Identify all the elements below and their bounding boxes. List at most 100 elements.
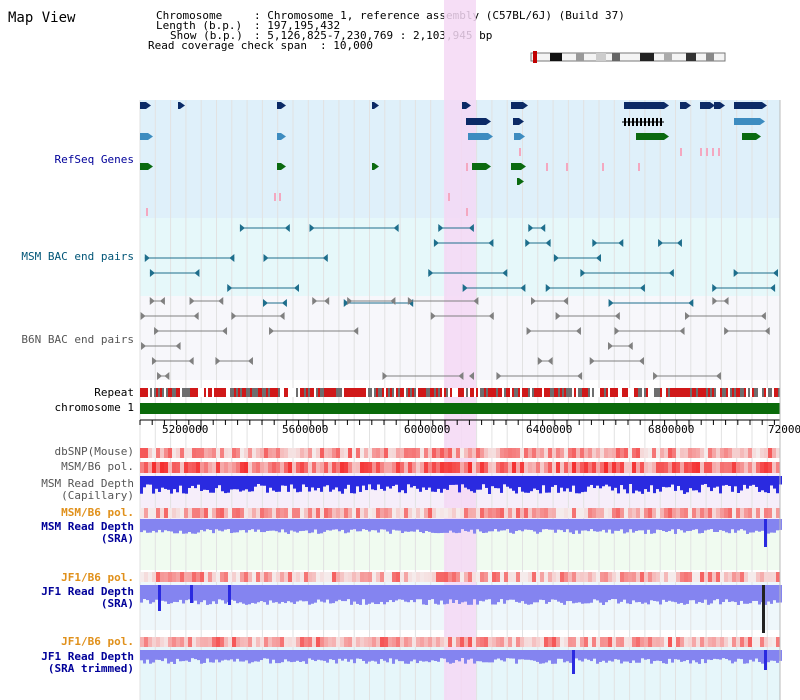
read-depth-bar (608, 650, 611, 661)
polymorphism-cell (416, 448, 420, 458)
polymorphism-cell (456, 508, 460, 518)
polymorphism-cell (408, 637, 412, 647)
repeat-segment (492, 388, 494, 397)
read-depth-bar (536, 585, 539, 603)
polymorphism-cell (404, 572, 408, 582)
read-depth-bar (197, 650, 200, 661)
read-depth-bar (374, 519, 377, 531)
repeat-segment (168, 388, 170, 397)
polymorphism-cell (484, 508, 488, 518)
bac-end (618, 239, 624, 247)
polymorphism-cell (628, 508, 632, 518)
read-depth-bar (404, 476, 407, 494)
read-depth-bar (617, 476, 620, 494)
polymorphism-cell (668, 462, 672, 473)
read-depth-bar (455, 519, 458, 534)
read-depth-bar (164, 476, 167, 489)
read-depth-bar (542, 476, 545, 486)
read-depth-bar (278, 650, 281, 664)
repeat-segment (532, 388, 534, 397)
polymorphism-cell (612, 448, 616, 458)
polymorphism-cell (212, 462, 216, 473)
polymorphism-cell (388, 508, 392, 518)
polymorphism-cell (408, 572, 412, 582)
read-depth-bar (176, 519, 179, 534)
repeat-segment (642, 388, 644, 397)
gene-feature (734, 102, 762, 109)
read-depth-bar (590, 650, 593, 662)
polymorphism-cell (268, 448, 272, 458)
polymorphism-cell (248, 462, 252, 473)
polymorphism-cell (532, 448, 536, 458)
selected-region-highlight (444, 0, 476, 700)
read-depth-bar (695, 650, 698, 663)
read-depth-bar (179, 585, 182, 600)
read-depth-bar (296, 585, 299, 602)
read-depth-bar (527, 650, 530, 660)
read-depth-bar (215, 519, 218, 530)
bac-end (614, 327, 620, 335)
polymorphism-cell (612, 572, 616, 582)
read-depth-bar (452, 476, 455, 485)
repeat-segment (428, 388, 430, 397)
track-label-msm-b6-pol-1: MSM/B6 pol. (61, 460, 134, 473)
bac-end (293, 284, 299, 292)
polymorphism-cell (172, 508, 176, 518)
read-depth-bar (683, 650, 686, 662)
read-depth-bar (275, 585, 278, 603)
read-depth-bar (626, 519, 629, 533)
polymorphism-cell (744, 508, 748, 518)
repeat-segment (184, 388, 186, 397)
read-depth-bar (647, 650, 650, 660)
read-depth-bar (608, 519, 611, 530)
region-info: Chromosome : Chromosome 1, reference ass… (148, 10, 625, 109)
read-depth-bar (338, 650, 341, 659)
polymorphism-cell (368, 637, 372, 647)
track-label-refseq[interactable]: RefSeq Genes (54, 153, 134, 166)
polymorphism-cell (268, 508, 272, 518)
read-depth-bar (623, 519, 626, 534)
read-depth-bar (176, 585, 179, 603)
read-depth-bar (440, 585, 443, 601)
polymorphism-cell (756, 462, 760, 473)
read-depth-bar (659, 650, 662, 662)
track-label-msm-bac[interactable]: MSM BAC end pairs (21, 250, 134, 263)
polymorphism-cell (704, 508, 708, 518)
read-depth-bar (749, 650, 752, 660)
read-depth-bar (446, 476, 449, 490)
polymorphism-cell (144, 462, 148, 473)
track-label-b6n-bac[interactable]: B6N BAC end pairs (21, 333, 134, 346)
polymorphism-cell (552, 637, 556, 647)
polymorphism-cell (444, 448, 448, 458)
polymorphism-cell (148, 462, 152, 473)
polymorphism-cell (232, 448, 236, 458)
polymorphism-cell (496, 508, 500, 518)
read-depth-bar (473, 476, 476, 493)
polymorphism-cell (640, 448, 644, 458)
polymorphism-cell (468, 508, 472, 518)
read-depth-bar (563, 476, 566, 492)
repeat-segment (708, 388, 710, 397)
read-depth-bar (323, 650, 326, 661)
polymorphism-cell (444, 572, 448, 582)
bac-end (764, 327, 770, 335)
polymorphism-cell (332, 637, 336, 647)
gene-feature (372, 102, 374, 109)
read-depth-bar (449, 476, 452, 485)
polymorphism-cell (388, 448, 392, 458)
repeat-segment (616, 388, 618, 397)
polymorphism-cell (760, 448, 764, 458)
read-depth-bar (200, 585, 203, 603)
read-depth-bar (161, 476, 164, 488)
read-depth-bar (356, 519, 359, 532)
read-depth-bar (272, 519, 275, 531)
read-depth-bar (422, 650, 425, 662)
polymorphism-cell (620, 637, 624, 647)
read-depth-bar (440, 476, 443, 493)
read-depth-bar (749, 476, 752, 486)
read-depth-bar (173, 650, 176, 664)
read-depth-bar (317, 476, 320, 488)
read-depth-bar (395, 476, 398, 485)
repeat-segment (348, 388, 350, 397)
